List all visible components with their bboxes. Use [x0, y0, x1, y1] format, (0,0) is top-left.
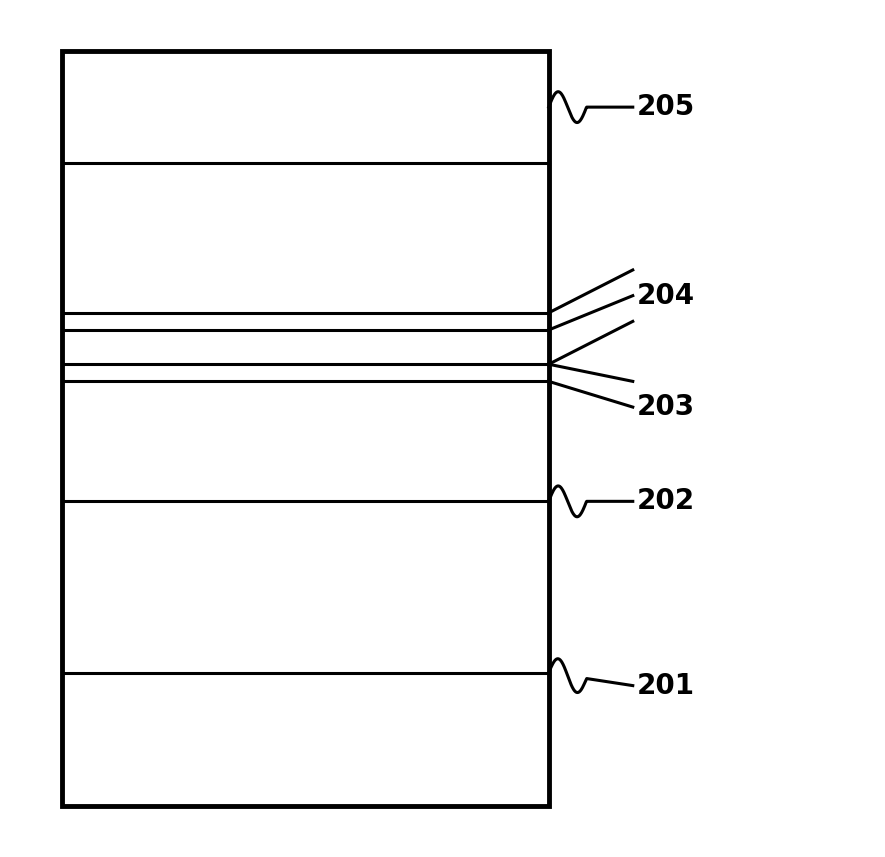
- Text: 204: 204: [637, 282, 696, 309]
- Text: 205: 205: [637, 93, 696, 121]
- Text: 202: 202: [637, 488, 696, 515]
- Text: 201: 201: [637, 672, 696, 699]
- Text: 203: 203: [637, 393, 696, 421]
